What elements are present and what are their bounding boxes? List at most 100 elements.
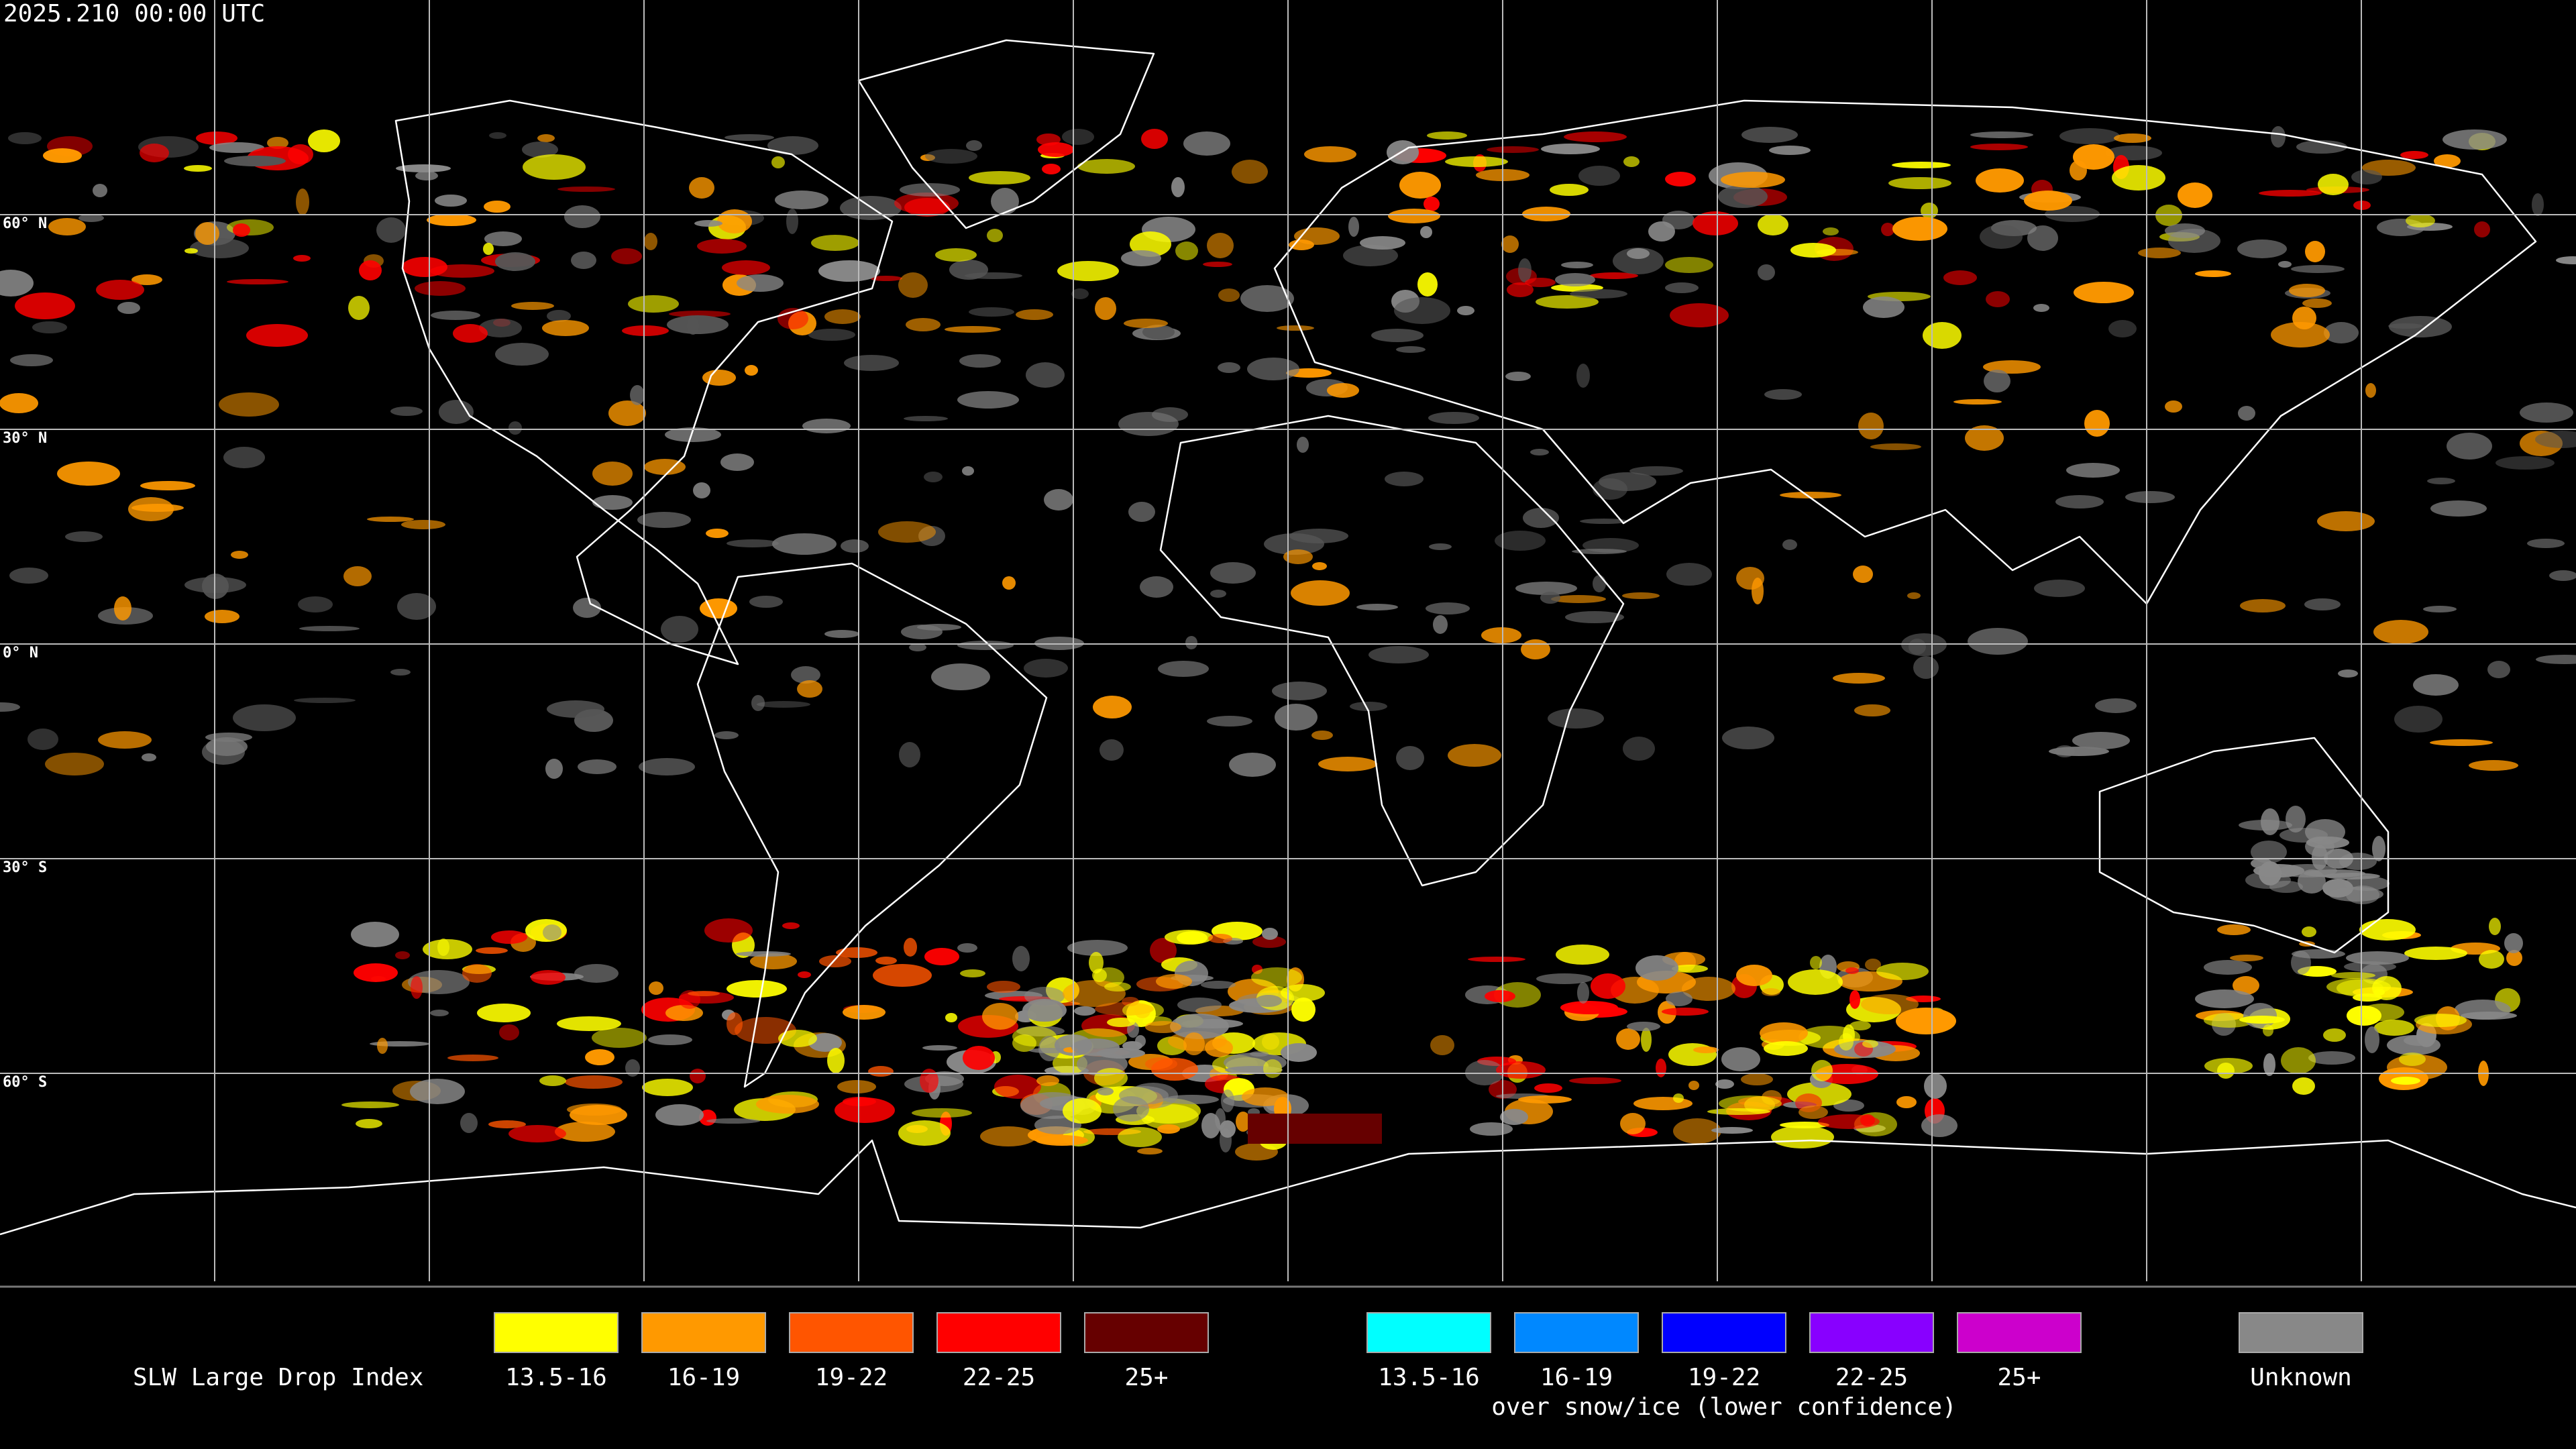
cloud-patch <box>48 218 86 235</box>
coast-greenland <box>857 39 1155 229</box>
cloud-patch <box>233 704 296 731</box>
legend-label: 19-22 <box>815 1364 888 1391</box>
cloud-patch <box>2281 1047 2316 1074</box>
cloud-patch <box>966 140 982 151</box>
timestamp: 2025.210 00:00 UTC <box>3 0 265 28</box>
cloud-patch <box>2195 989 2254 1008</box>
cloud-patch <box>1281 984 1325 1002</box>
cloud-patch <box>1318 757 1377 771</box>
cloud-patch <box>531 970 566 985</box>
cloud-patch <box>140 144 169 162</box>
cloud-patch <box>2504 933 2523 953</box>
cloud-patch <box>904 416 948 421</box>
cloud-patch <box>665 427 721 442</box>
cloud-patch <box>585 1049 614 1065</box>
lat-label: 30° S <box>3 859 47 876</box>
cloud-patch <box>2536 655 2576 664</box>
cloud-patch <box>1521 639 1550 659</box>
cloud-patch <box>1980 225 2023 249</box>
cloud-patch <box>184 248 198 254</box>
cloud-patch <box>1507 282 1534 297</box>
cloud-patch <box>1771 1126 1834 1148</box>
cloud-patch <box>1281 1043 1317 1062</box>
cloud-patch <box>2024 191 2072 211</box>
cloud-patch <box>969 307 1014 317</box>
cloud-patch <box>2066 463 2120 478</box>
cloud-patch <box>2443 129 2507 150</box>
cloud-patch <box>1863 297 1904 318</box>
cloud-patch <box>376 217 406 243</box>
cloud-patch <box>1283 549 1313 564</box>
cloud-patch <box>1251 967 1302 987</box>
cloud-patch <box>818 260 880 282</box>
cloud-patch <box>1984 370 2010 392</box>
cloud-patch <box>868 1066 894 1077</box>
cloud-patch <box>1012 946 1030 971</box>
cloud-patch <box>131 504 184 512</box>
cloud-patch <box>2372 836 2385 861</box>
cloud-patch <box>2487 661 2510 678</box>
cloud-patch <box>1811 1060 1833 1081</box>
cloud-patch <box>819 955 851 967</box>
cloud-patch <box>1570 289 1627 299</box>
legend-swatch <box>789 1312 914 1353</box>
cloud-patch <box>523 154 586 180</box>
cloud-patch <box>1448 744 1501 767</box>
cloud-patch <box>1721 1047 1760 1071</box>
cloud-patch <box>1536 973 1593 984</box>
cloud-patch <box>1016 309 1053 320</box>
cloud-patch <box>195 222 219 245</box>
cloud-patch <box>1943 270 1977 285</box>
cloud-patch <box>343 566 372 586</box>
legend-swatch <box>1514 1312 1639 1353</box>
cloud-patch <box>397 593 436 620</box>
cloud-patch <box>1063 1098 1102 1124</box>
cloud-patch <box>390 669 411 676</box>
cloud-patch <box>1151 1058 1198 1081</box>
cloud-patch <box>957 943 977 953</box>
cloud-patch <box>491 930 527 944</box>
cloud-patch <box>1561 262 1593 268</box>
cloud-patch <box>1907 592 1921 599</box>
cloud-patch <box>2399 1053 2426 1066</box>
cloud-patch <box>408 970 470 994</box>
cloud-patch <box>2263 1053 2275 1076</box>
cloud-patch <box>1175 241 1198 260</box>
cloud-patch <box>2165 223 2205 238</box>
cloud-patch <box>293 255 311 262</box>
cloud-patch <box>2556 256 2576 264</box>
cloud-patch <box>808 329 855 341</box>
cloud-patch <box>142 753 156 761</box>
cloud-patch <box>2549 570 2576 581</box>
cloud-patch <box>2365 383 2376 398</box>
cloud-patch <box>1693 1046 1719 1053</box>
cloud-patch <box>1921 203 1938 219</box>
cloud-patch <box>1536 295 1599 309</box>
cloud-patch <box>2033 304 2049 312</box>
legend-label: 25+ <box>1997 1364 2041 1391</box>
cloud-patch <box>1071 288 1089 299</box>
cloud-patch <box>700 598 737 619</box>
cloud-patch <box>1718 185 1768 208</box>
cloud-patch <box>2261 808 2279 835</box>
cloud-patch <box>508 421 522 435</box>
cloud-patch <box>1833 673 1885 684</box>
cloud-patch <box>1758 214 1788 235</box>
cloud-patch <box>727 1012 743 1035</box>
cloud-patch <box>957 391 1019 409</box>
legend-label: 22-25 <box>1835 1364 1908 1391</box>
cloud-patch <box>1715 1079 1734 1089</box>
cloud-patch <box>1457 306 1474 315</box>
cloud-patch <box>1736 965 1772 986</box>
cloud-patch <box>2072 732 2130 749</box>
cloud-patch <box>1576 364 1590 388</box>
cloud-patch <box>772 533 837 555</box>
cloud-patch <box>1104 982 1131 991</box>
cloud-patch <box>140 481 195 490</box>
legend-swatch <box>641 1312 766 1353</box>
cloud-patch <box>837 1080 876 1093</box>
cloud-patch <box>233 223 250 237</box>
cloud-patch <box>1862 1040 1878 1048</box>
cloud-patch <box>980 1126 1036 1146</box>
